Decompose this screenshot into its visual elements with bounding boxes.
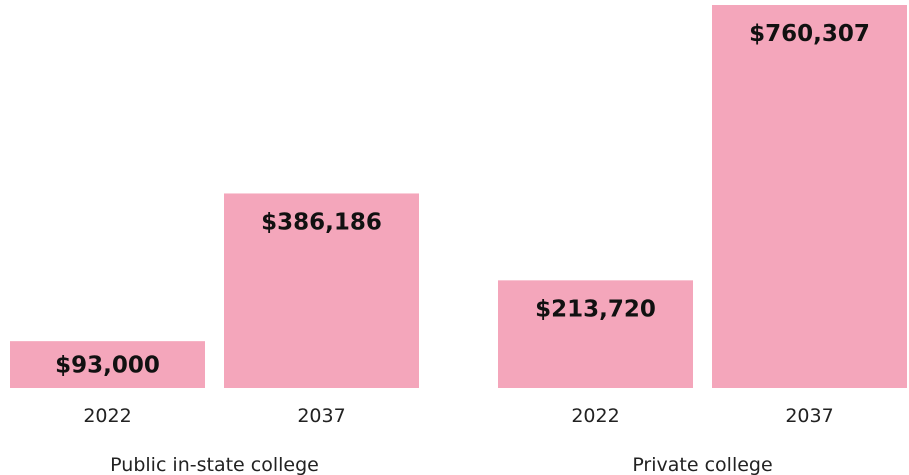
bar <box>712 5 907 388</box>
bar <box>224 193 419 388</box>
value-label: $760,307 <box>749 21 870 47</box>
x-tick-label: 2022 <box>83 405 131 427</box>
group-label: Private college <box>632 454 772 475</box>
x-tick-label: 2022 <box>571 405 619 427</box>
bar <box>498 280 693 388</box>
value-label: $386,186 <box>261 209 382 235</box>
x-tick-label: 2037 <box>297 405 345 427</box>
x-tick-label: 2037 <box>785 405 833 427</box>
value-label: $93,000 <box>55 353 160 379</box>
bar <box>10 341 205 388</box>
group-label: Public in-state college <box>110 454 319 475</box>
value-label: $213,720 <box>535 296 656 322</box>
